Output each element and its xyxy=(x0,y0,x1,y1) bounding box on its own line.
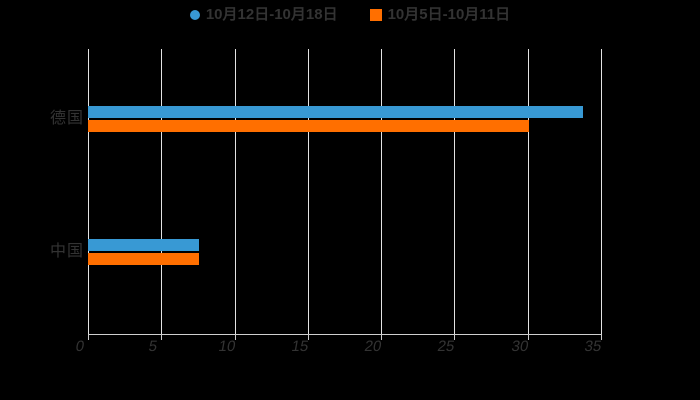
legend-item-week1[interactable]: 10月5日-10月11日 xyxy=(369,4,511,26)
bar-s0-c0[interactable] xyxy=(88,106,584,118)
legend-label: 10月5日-10月11日 xyxy=(387,6,511,23)
gridline xyxy=(88,49,89,334)
legend: 10月12日-10月18日 10月5日-10月11日 xyxy=(0,4,700,26)
x-tick-mark xyxy=(454,334,456,340)
square-marker-icon xyxy=(369,9,382,21)
gridline xyxy=(527,49,529,334)
legend-item-week2[interactable]: 10月12日-10月18日 xyxy=(189,4,338,26)
x-tick-mark xyxy=(88,334,89,340)
x-tick-label: 15 xyxy=(290,338,310,355)
x-tick-label: 30 xyxy=(509,338,530,355)
gridline xyxy=(601,49,602,334)
bar-s0-c1[interactable] xyxy=(88,239,200,251)
x-tick-mark xyxy=(601,334,602,340)
y-axis-label: 德国 xyxy=(49,110,84,127)
x-tick-label: 5 xyxy=(147,338,159,355)
bar-s1-c1[interactable] xyxy=(88,253,200,265)
x-tick-label: 25 xyxy=(436,338,457,355)
x-tick-label: 35 xyxy=(583,338,603,355)
gridline xyxy=(307,49,309,334)
x-tick-label: 10 xyxy=(216,338,237,355)
x-tick-mark xyxy=(381,334,383,340)
y-axis-label: 中国 xyxy=(49,243,84,260)
x-tick-label: 0 xyxy=(74,338,86,355)
gridline xyxy=(454,49,456,334)
gridline xyxy=(234,49,236,334)
x-tick-mark xyxy=(527,334,529,340)
legend-label: 10月12日-10月18日 xyxy=(205,6,338,23)
x-tick-label: 20 xyxy=(363,338,383,355)
circle-marker-icon xyxy=(189,10,200,20)
x-tick-mark xyxy=(307,334,309,340)
gridline xyxy=(381,49,383,334)
x-axis-line xyxy=(88,334,601,335)
gridline xyxy=(161,49,163,334)
bar-s1-c0[interactable] xyxy=(88,120,530,132)
x-tick-mark xyxy=(161,334,163,340)
x-tick-mark xyxy=(234,334,236,340)
